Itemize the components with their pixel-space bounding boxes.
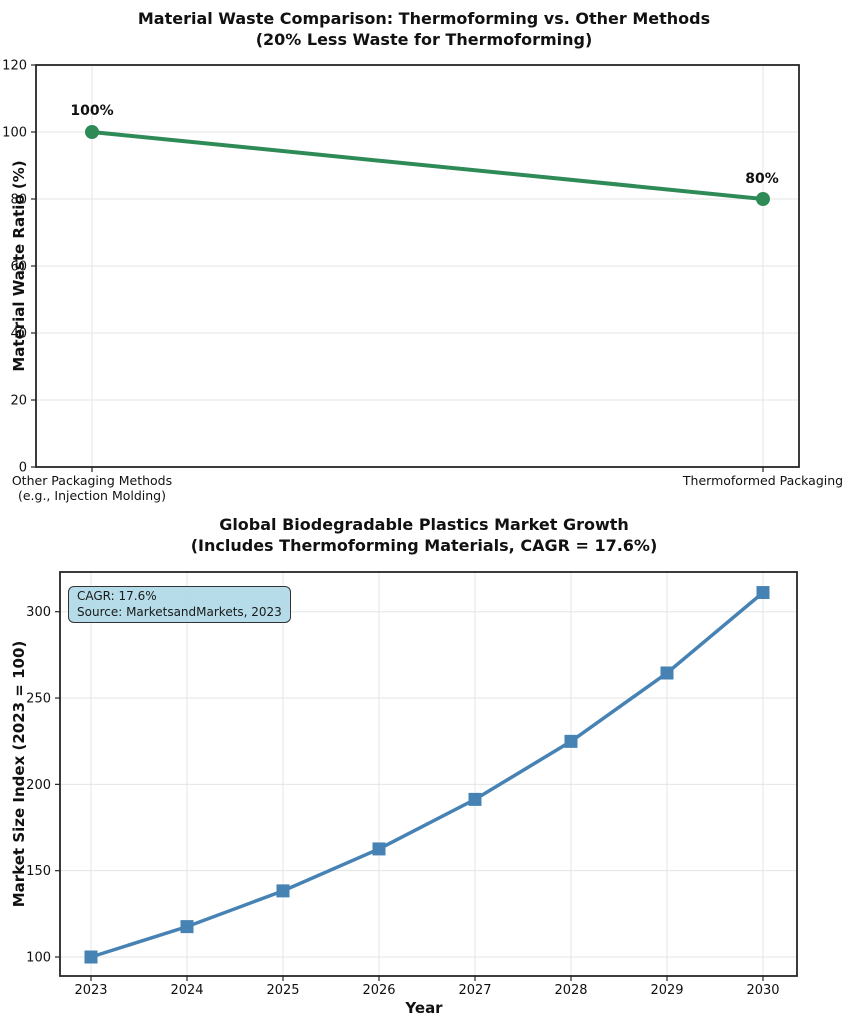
svg-text:(e.g., Injection Molding): (e.g., Injection Molding) (18, 488, 166, 503)
svg-text:20: 20 (10, 394, 27, 409)
annotation-source-line: Source: MarketsandMarkets, 2023 (77, 604, 282, 619)
cagr-source-annotation: CAGR: 17.6% Source: MarketsandMarkets, 2… (68, 586, 291, 623)
svg-text:40: 40 (10, 327, 27, 342)
svg-text:2025: 2025 (266, 983, 299, 998)
chart1-y-axis-label: Material Waste Ratio (%) (10, 160, 28, 372)
svg-text:100: 100 (2, 126, 27, 141)
chart2-title: Global Biodegradable Plastics Market Gro… (190, 515, 658, 555)
svg-text:200: 200 (26, 778, 51, 793)
svg-text:80: 80 (10, 193, 27, 208)
svg-text:2026: 2026 (362, 983, 395, 998)
svg-text:100: 100 (26, 951, 51, 966)
svg-text:120: 120 (2, 59, 27, 74)
svg-text:60: 60 (10, 260, 27, 275)
svg-text:2028: 2028 (554, 983, 587, 998)
svg-text:Other Packaging Methods: Other Packaging Methods (12, 473, 172, 488)
svg-text:300: 300 (26, 605, 51, 620)
svg-text:2029: 2029 (650, 983, 683, 998)
svg-text:0: 0 (19, 461, 27, 476)
chart2-y-axis-label: Market Size Index (2023 = 100) (10, 640, 28, 908)
chart1-title: Material Waste Comparison: Thermoforming… (137, 9, 711, 49)
svg-text:250: 250 (26, 692, 51, 707)
data-label-100-percent: 100% (70, 103, 114, 119)
svg-text:2023: 2023 (74, 983, 107, 998)
svg-text:2030: 2030 (746, 983, 779, 998)
data-label-80-percent: 80% (745, 171, 779, 187)
svg-text:Thermoformed Packaging: Thermoformed Packaging (682, 473, 843, 488)
svg-text:2024: 2024 (170, 983, 203, 998)
svg-text:150: 150 (26, 864, 51, 879)
annotation-cagr-line: CAGR: 17.6% (77, 589, 157, 603)
svg-text:2027: 2027 (458, 983, 491, 998)
chart2-x-axis-label: Year (405, 999, 443, 1017)
